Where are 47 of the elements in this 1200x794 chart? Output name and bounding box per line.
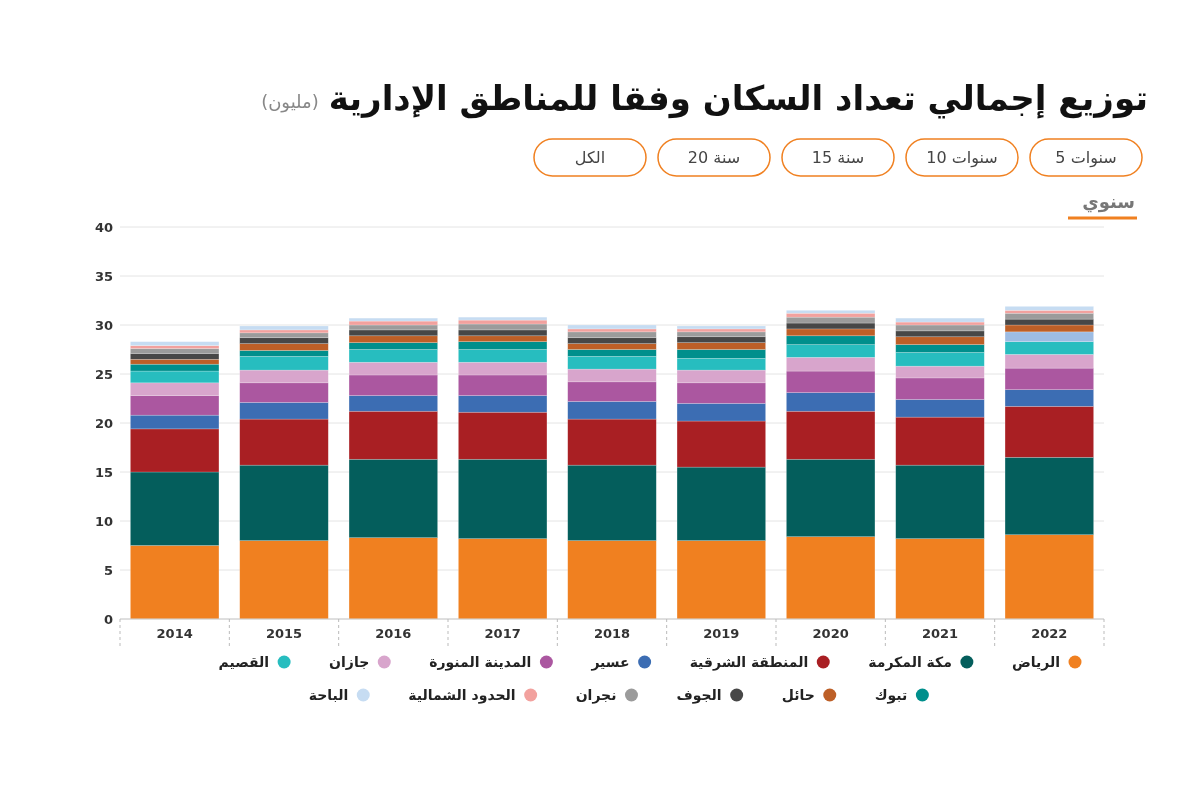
y-tick-label: 10 — [94, 514, 113, 529]
bar — [567, 324, 657, 330]
text: الكل — [574, 148, 606, 167]
chart-title: توزيع إجمالي تعداد السكان وفقا للمناطق الإدارية — [328, 78, 1148, 119]
legend-label: حائل — [781, 687, 815, 703]
bar — [786, 310, 876, 314]
x-tick-label: 2016 — [375, 626, 412, 641]
bar — [130, 341, 220, 346]
y-tick-label: 35 — [94, 269, 113, 284]
y-tick-label: 25 — [94, 367, 113, 382]
legend-label: نجران — [575, 687, 617, 704]
x-tick-label: 2019 — [703, 626, 740, 641]
x-tick-label: 2020 — [812, 626, 849, 641]
y-tick-label: 20 — [94, 416, 113, 431]
text: 20 سنة — [687, 148, 741, 167]
legend-label: الرياض — [1011, 654, 1060, 671]
x-tick-label: 2017 — [484, 626, 521, 641]
text: 5 سنوات — [1055, 148, 1117, 168]
y-tick-label: 0 — [103, 612, 113, 627]
legend-label: جازان — [329, 654, 370, 670]
y-tick-label: 5 — [103, 563, 113, 578]
x-tick-label: 2022 — [1031, 626, 1068, 641]
y-tick-label: 40 — [94, 220, 113, 235]
text: 15 سنة — [811, 148, 865, 167]
bar — [348, 317, 438, 322]
x-tick-label: 2014 — [156, 626, 193, 641]
text: سنوي — [1082, 191, 1135, 213]
legend-label: عسير — [590, 654, 630, 671]
legend-label: المنطقة الشرقية — [689, 654, 809, 671]
legend-label: الباحة — [308, 687, 349, 703]
legend-label: القصيم — [218, 654, 270, 670]
y-tick-label: 30 — [94, 318, 113, 333]
legend-label: المدينة المنورة — [429, 654, 532, 671]
bar — [239, 325, 329, 331]
chart-subtitle: (مليون) — [261, 91, 319, 113]
legend-label: الجوف — [676, 687, 722, 704]
bar — [895, 317, 985, 323]
legend-label: تبوك — [874, 687, 908, 704]
x-tick-label: 2018 — [593, 626, 631, 641]
bar — [1004, 306, 1094, 311]
y-tick-label: 15 — [94, 465, 113, 480]
x-tick-label: 2015 — [265, 626, 303, 641]
legend-label: مكة المكرمة — [868, 654, 952, 671]
text: 10 سنوات — [926, 148, 998, 168]
bar — [458, 316, 548, 321]
legend-label: الحدود الشمالية — [408, 687, 516, 704]
x-tick-label: 2021 — [921, 626, 959, 641]
